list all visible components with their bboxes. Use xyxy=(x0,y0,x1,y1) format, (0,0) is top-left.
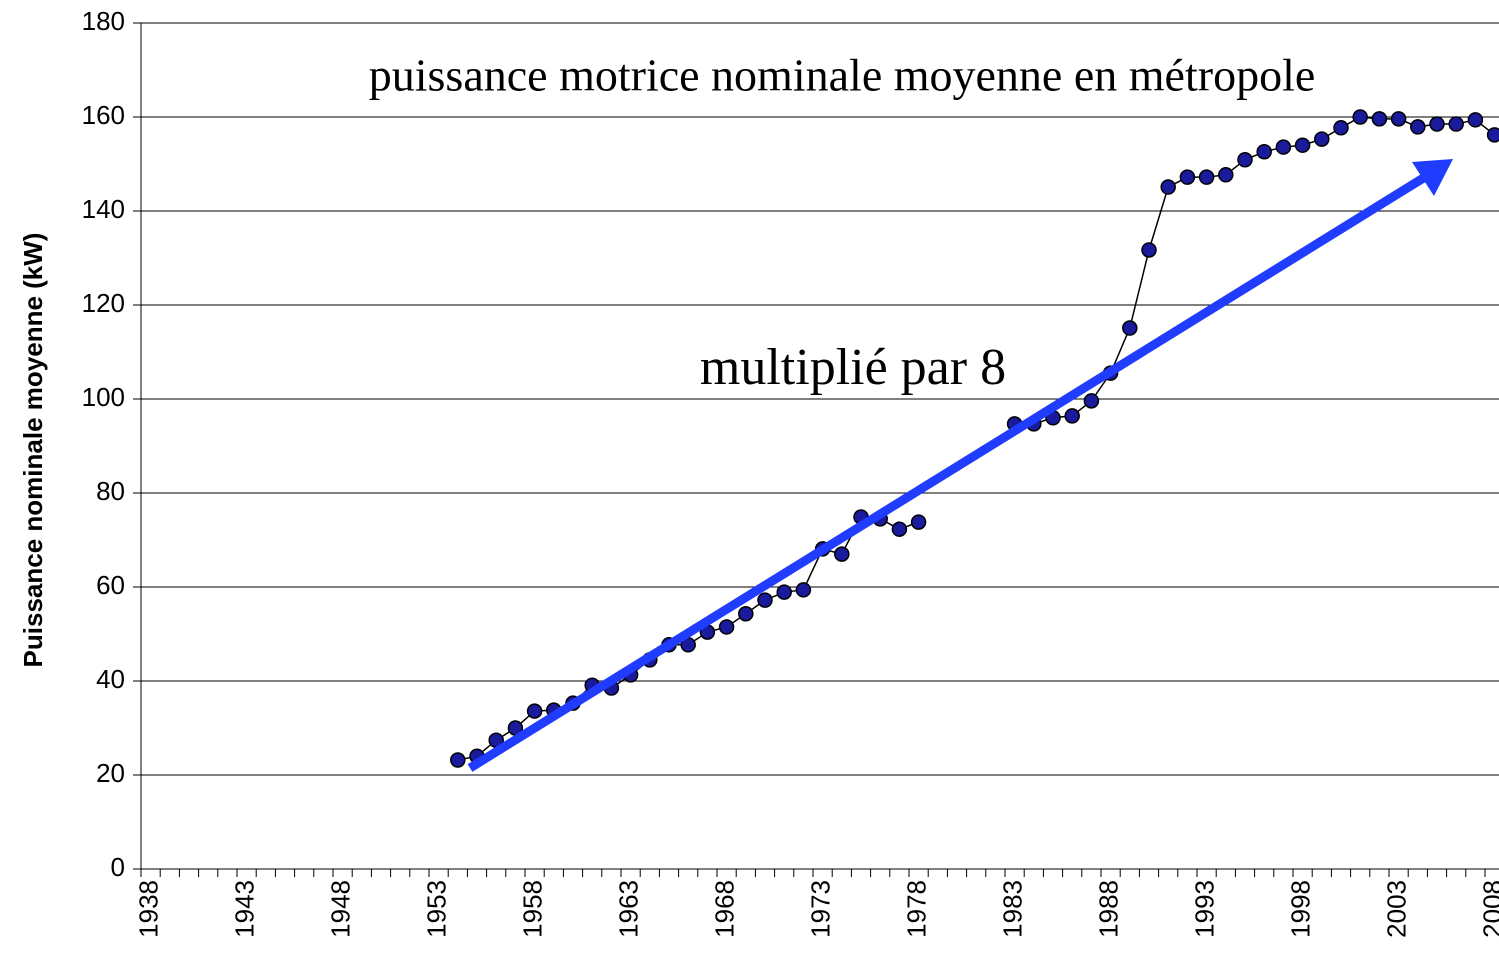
x-tick-label: 1943 xyxy=(229,880,259,938)
x-tick-label: 1993 xyxy=(1189,880,1219,938)
data-point xyxy=(1410,119,1426,135)
data-point xyxy=(1467,112,1484,128)
data-point xyxy=(834,546,850,562)
grid xyxy=(141,22,1499,776)
data-point xyxy=(1160,179,1176,195)
data-point xyxy=(718,619,735,635)
x-tick-label: 1973 xyxy=(805,880,835,938)
data-point xyxy=(1390,111,1407,127)
data-point xyxy=(1352,109,1368,125)
data-point xyxy=(1275,139,1292,155)
data-point xyxy=(1314,131,1330,147)
y-tick-label: 60 xyxy=(96,570,125,600)
arrow-shaft xyxy=(467,173,1428,772)
data-point xyxy=(1486,127,1499,143)
data-point xyxy=(450,752,466,768)
data-point xyxy=(1448,116,1464,132)
data-point xyxy=(910,514,927,530)
x-tick-label: 1968 xyxy=(709,880,739,938)
data-point xyxy=(1237,152,1253,168)
annotation: multiplié par 8 xyxy=(700,339,1006,396)
data-point xyxy=(1141,242,1157,258)
x-tick-label: 1998 xyxy=(1285,880,1315,938)
data-point xyxy=(1218,167,1234,183)
data-point xyxy=(891,521,908,537)
data-point xyxy=(1371,111,1388,127)
x-tick-label: 1958 xyxy=(517,880,547,938)
data-point xyxy=(738,606,754,622)
y-tick-label: 120 xyxy=(82,288,125,318)
x-tick-label: 1938 xyxy=(133,880,163,938)
data-point xyxy=(1179,169,1196,185)
x-tick-label: 2003 xyxy=(1381,880,1411,938)
trend-arrow xyxy=(467,159,1453,772)
data-point xyxy=(1256,144,1272,160)
y-tick-label: 100 xyxy=(82,382,125,412)
marks xyxy=(450,109,1499,768)
y-tick-label: 0 xyxy=(111,852,125,882)
data-point xyxy=(795,582,812,598)
data-point xyxy=(1083,393,1100,409)
data-point xyxy=(1064,408,1080,424)
x-tick-label: 2008 xyxy=(1477,880,1499,938)
x-tick-label: 1953 xyxy=(421,880,451,938)
data-point xyxy=(776,584,792,600)
x-tick-label: 1963 xyxy=(613,880,643,938)
y-axis-label: Puissance nominale moyenne (kW) xyxy=(18,233,48,668)
x-tick-label: 1978 xyxy=(901,880,931,938)
data-point xyxy=(1122,320,1138,336)
data-point xyxy=(1429,116,1445,132)
x-tick-label: 1983 xyxy=(997,880,1027,938)
chart-title: puissance motrice nominale moyenne en mé… xyxy=(369,50,1316,101)
x-tick-label: 1948 xyxy=(325,880,355,938)
y-tick-label: 140 xyxy=(82,194,125,224)
data-point xyxy=(1198,169,1215,185)
y-tick-label: 40 xyxy=(96,664,125,694)
y-tick-label: 20 xyxy=(96,758,125,788)
y-tick-label: 180 xyxy=(82,6,125,36)
arrow-head xyxy=(1412,159,1453,196)
data-point xyxy=(757,592,773,608)
axes: 0 20 40 60 80 100 120 140 160 180 1938 1943 1948 1953… xyxy=(82,6,1499,938)
data-point xyxy=(1294,137,1311,153)
x-tick-label: 1988 xyxy=(1093,880,1123,938)
y-tick-label: 160 xyxy=(82,100,125,130)
data-point xyxy=(526,703,543,719)
y-tick-label: 80 xyxy=(96,476,125,506)
data-point xyxy=(1333,120,1349,136)
